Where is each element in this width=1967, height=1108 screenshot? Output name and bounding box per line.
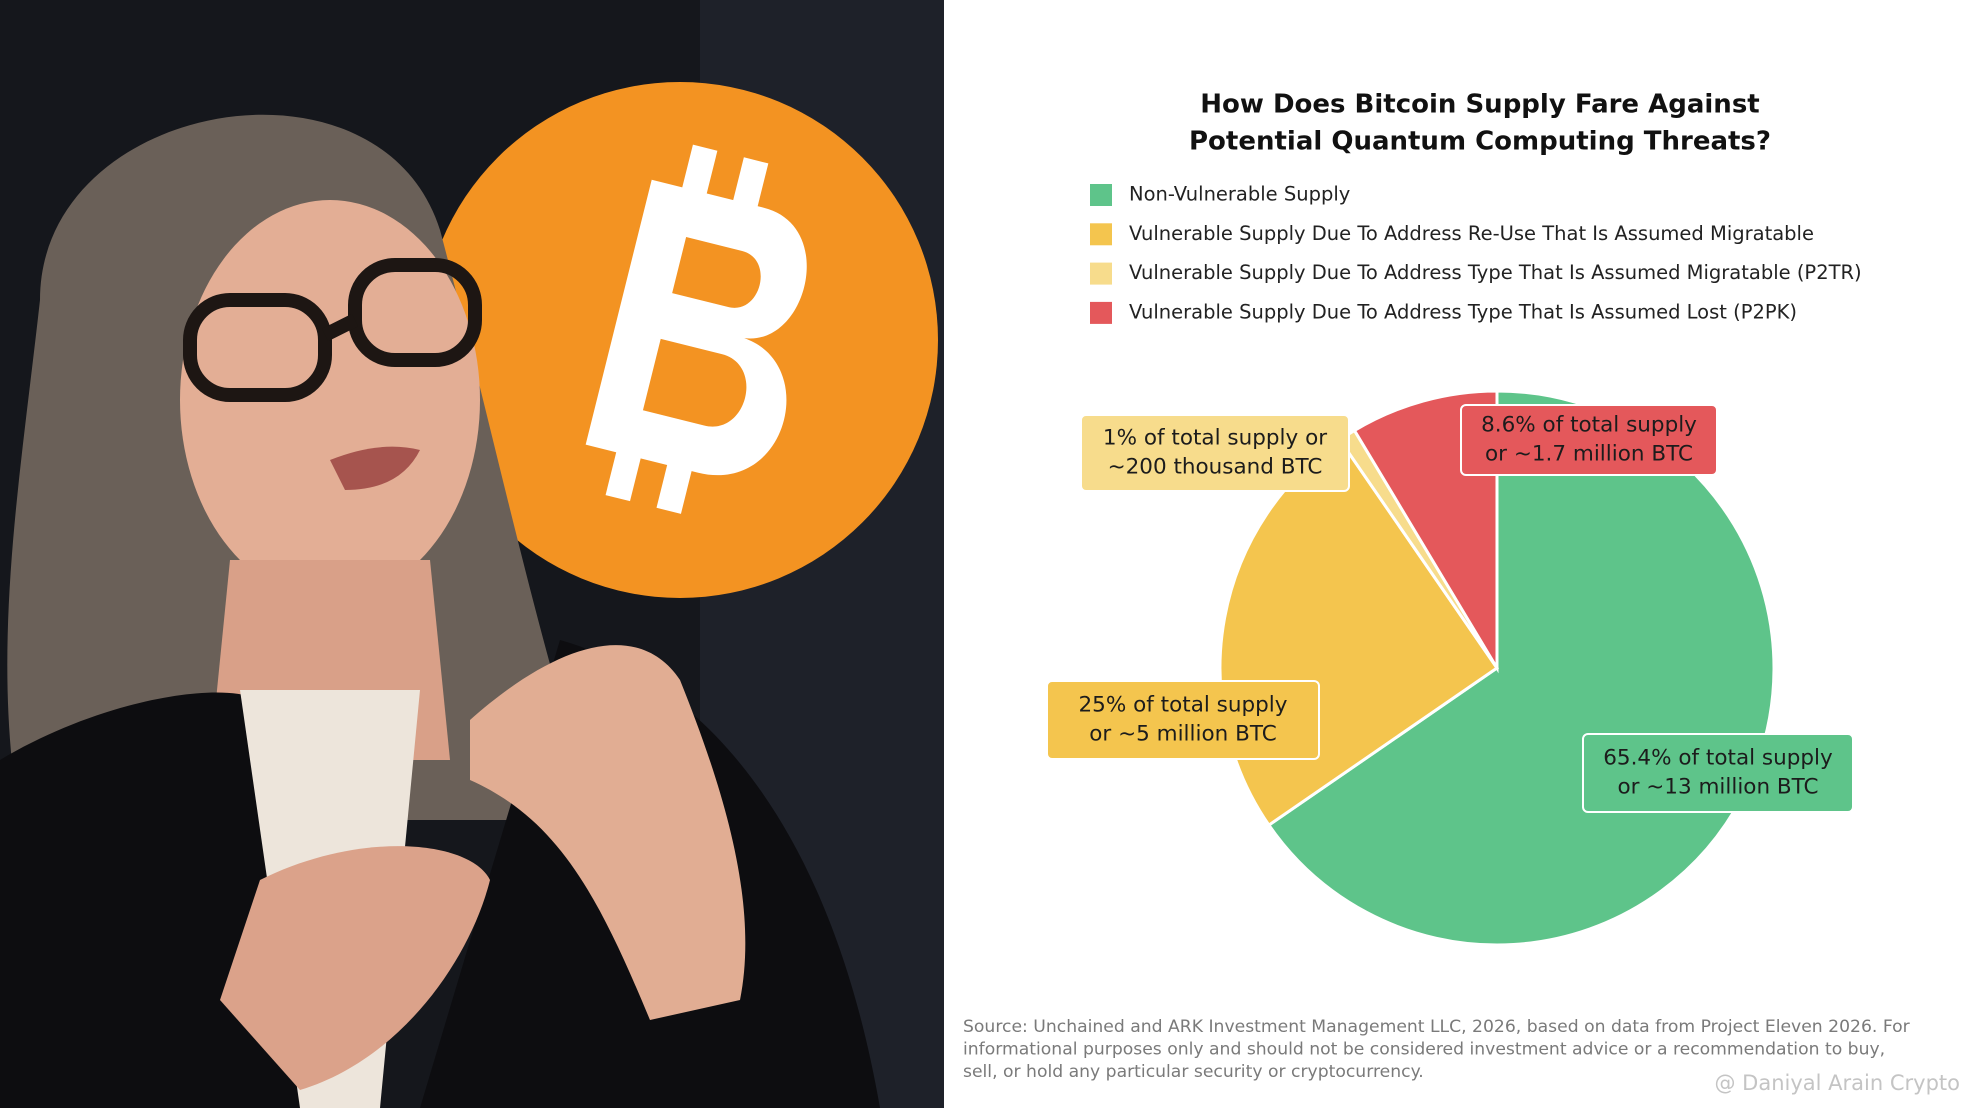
chart-title: How Does Bitcoin Supply Fare Against xyxy=(1200,90,1759,120)
data-label-box xyxy=(1582,733,1854,813)
divider xyxy=(944,0,948,1108)
source-note: sell, or hold any particular security or… xyxy=(963,1062,1424,1082)
bitcoin-symbol xyxy=(585,144,807,514)
glasses xyxy=(183,258,482,402)
data-label: 1% of total supply or xyxy=(1103,426,1327,451)
data-label: 8.6% of total supply xyxy=(1481,413,1697,438)
photo xyxy=(0,0,948,1108)
data-label: 25% of total supply xyxy=(1079,693,1288,718)
legend-swatch xyxy=(1090,301,1112,324)
data-label: ~200 thousand BTC xyxy=(1108,455,1323,480)
watermark: @ Daniyal Arain Crypto xyxy=(1715,1071,1961,1095)
data-label: 65.4% of total supply xyxy=(1603,746,1833,771)
hand-right xyxy=(470,645,746,1020)
legend-label: Vulnerable Supply Due To Address Type Th… xyxy=(1129,300,1797,323)
legend-swatch xyxy=(1090,262,1112,285)
legend-label: Vulnerable Supply Due To Address Re-Use … xyxy=(1129,222,1814,245)
chart: How Does Bitcoin Supply Fare Against Pote… xyxy=(963,90,1960,1096)
source-note: informational purposes only and should n… xyxy=(963,1040,1885,1060)
legend-swatch xyxy=(1090,223,1112,246)
data-label-box xyxy=(1080,414,1350,492)
mouth xyxy=(330,446,420,490)
data-label-box xyxy=(1460,404,1718,476)
data-label-box xyxy=(1046,680,1320,760)
data-label: or ~1.7 million BTC xyxy=(1485,442,1693,467)
hand-left xyxy=(220,846,490,1090)
source-note: Source: Unchained and ARK Investment Man… xyxy=(963,1017,1911,1037)
legend-label: Vulnerable Supply Due To Address Type Th… xyxy=(1129,261,1862,284)
chart-title: Potential Quantum Computing Threats? xyxy=(1189,127,1771,157)
data-label: or ~5 million BTC xyxy=(1089,722,1276,747)
data-label: or ~13 million BTC xyxy=(1617,775,1818,800)
legend-label: Non-Vulnerable Supply xyxy=(1129,183,1350,206)
legend-swatch xyxy=(1090,184,1112,206)
